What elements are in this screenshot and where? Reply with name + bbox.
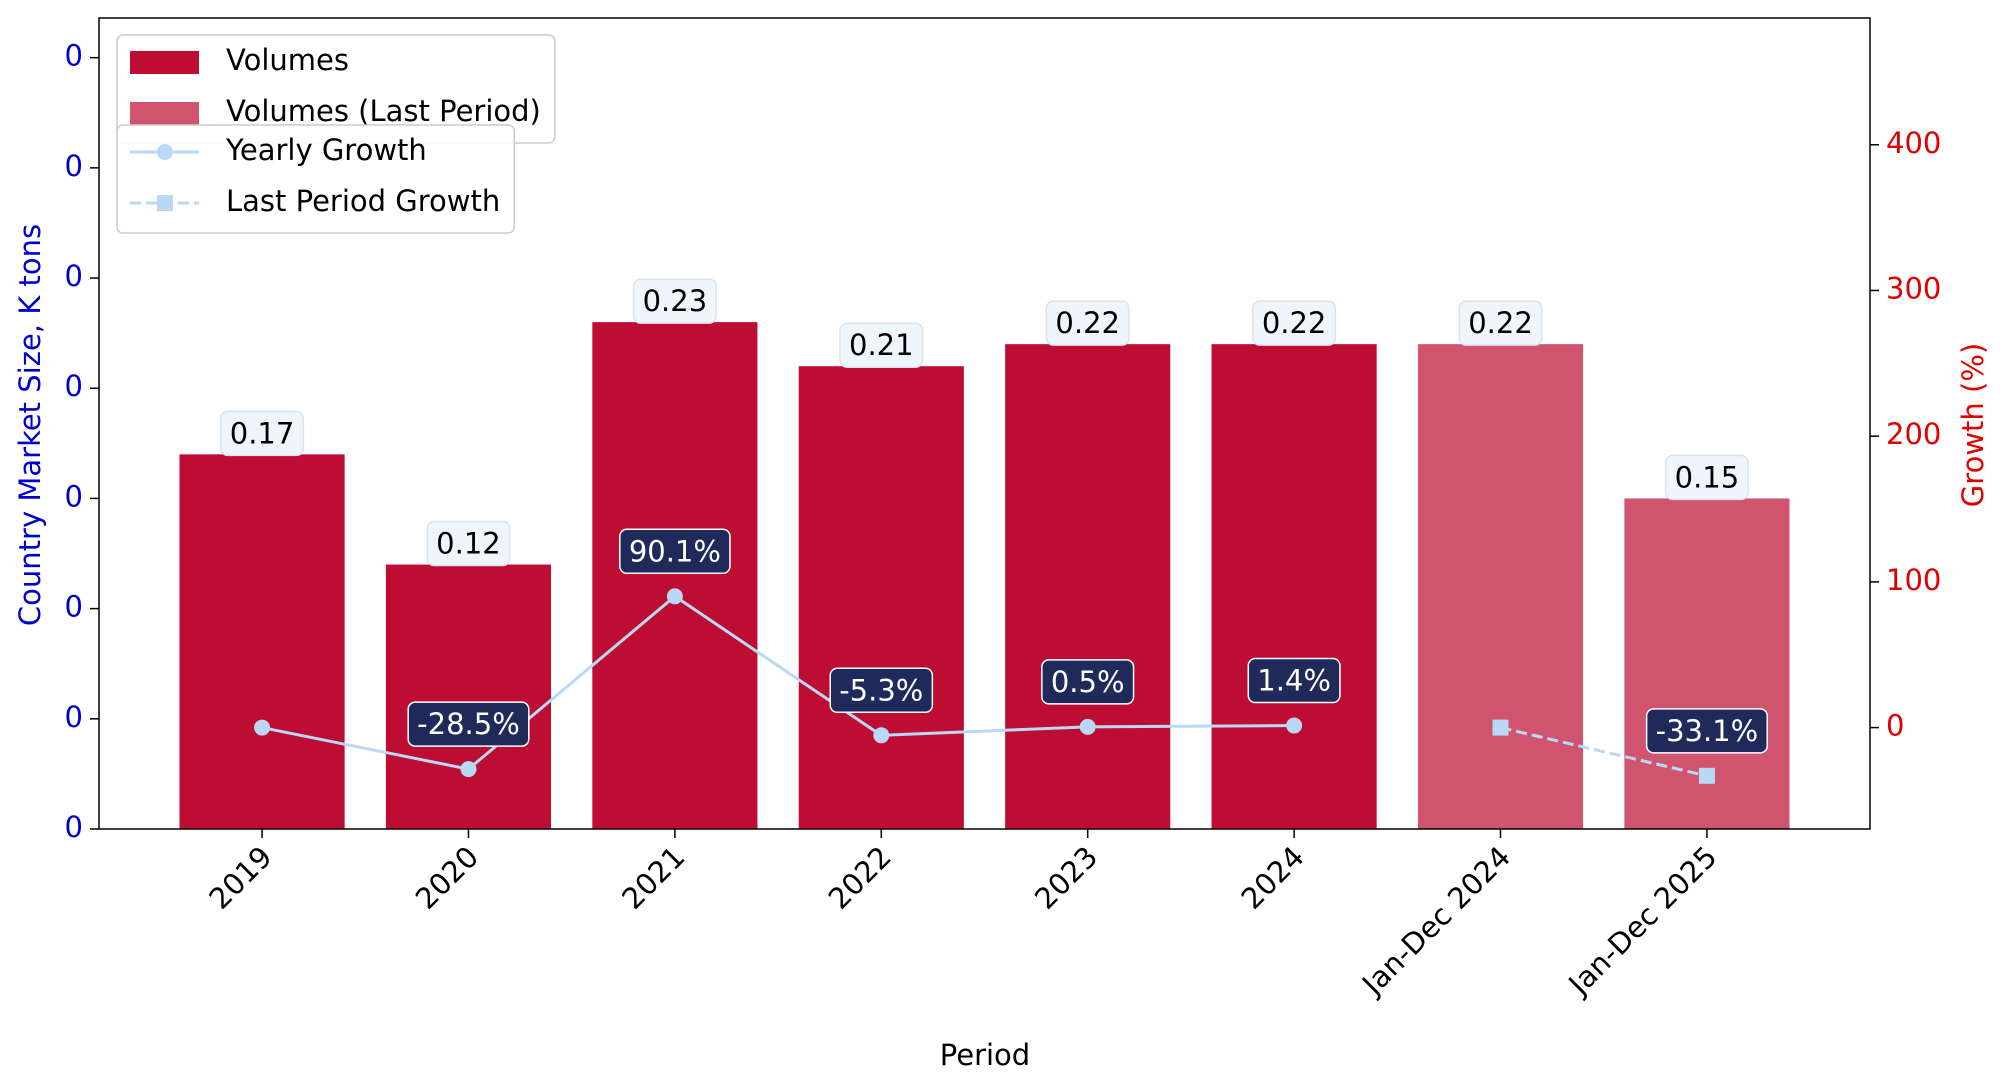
bar xyxy=(179,454,345,829)
marker xyxy=(1698,767,1715,784)
y-tick-label: 0 xyxy=(65,700,83,734)
bar xyxy=(1211,344,1377,829)
legend-label: Last Period Growth xyxy=(226,184,500,218)
data-label: 90.1% xyxy=(629,534,721,568)
data-label-box xyxy=(426,520,511,567)
data-label-box xyxy=(1252,300,1337,346)
bars xyxy=(179,322,1790,829)
data-label: 0.23 xyxy=(643,284,708,318)
data-label-box xyxy=(632,278,717,324)
legend-label: Volumes (Last Period) xyxy=(226,94,541,128)
data-label: 0.15 xyxy=(1675,460,1740,494)
y2-tick-label: 200 xyxy=(1886,417,1941,451)
bar xyxy=(798,366,964,829)
data-label-box xyxy=(220,410,305,457)
y2-tick-label: 400 xyxy=(1886,126,1941,160)
legend-swatch xyxy=(130,102,199,125)
x-tick-label: 2019 xyxy=(202,840,278,916)
y2-tick-label: 100 xyxy=(1886,563,1941,597)
labels: 0.17 0.12 0.23 0.21 0.22 0.22 0.22 0.15 -28.5% 90… xyxy=(220,278,1768,754)
data-label: 0.17 xyxy=(230,416,295,450)
legend-marker xyxy=(157,144,173,160)
data-label-box xyxy=(1458,300,1543,346)
y-tick-label: 0 xyxy=(65,590,83,624)
bar xyxy=(1417,344,1584,829)
data-label-box xyxy=(1041,659,1135,705)
data-label-box xyxy=(619,528,731,575)
x-axis-title: Period xyxy=(940,1038,1030,1072)
data-label: 1.4% xyxy=(1257,664,1331,698)
y2-axis-title: Growth (%) xyxy=(1956,343,1990,507)
plot-frame xyxy=(98,17,1871,830)
legend-label: Yearly Growth xyxy=(225,133,427,167)
data-label-box xyxy=(829,667,934,714)
data-label: -5.3% xyxy=(839,673,923,707)
line xyxy=(261,594,1295,771)
data-label: -28.5% xyxy=(417,707,520,741)
x-tick-label: 2022 xyxy=(822,840,898,916)
y-tick-label: 0 xyxy=(65,39,83,73)
data-label: 0.21 xyxy=(849,328,914,362)
data-label: -33.1% xyxy=(1656,714,1759,748)
data-label: 0.22 xyxy=(1262,306,1327,340)
bar xyxy=(592,322,758,829)
marker xyxy=(1286,717,1303,734)
y2-tick-label: 0 xyxy=(1886,709,1904,743)
x-tick-label: Jan-Dec 2025 xyxy=(1561,840,1724,1003)
data-label-box xyxy=(407,701,530,747)
legend-marker xyxy=(157,195,173,211)
y-axis-title: Country Market Size, K tons xyxy=(13,224,47,626)
y-tick-label: 0 xyxy=(65,259,83,293)
data-label-box xyxy=(839,322,924,368)
y-tick-label: 0 xyxy=(65,810,83,844)
marker xyxy=(1079,718,1096,735)
legend-swatch xyxy=(130,51,199,74)
line xyxy=(1500,726,1708,778)
bar xyxy=(385,564,552,829)
x-tick-label: Jan-Dec 2024 xyxy=(1354,840,1517,1003)
data-label: 0.22 xyxy=(1468,306,1533,340)
x-tick-label: 2023 xyxy=(1028,840,1104,916)
data-label-box xyxy=(1664,454,1749,501)
legend-label: Volumes xyxy=(226,43,349,77)
x-tick-label: 2020 xyxy=(409,840,485,916)
marker xyxy=(666,588,683,605)
data-label-box xyxy=(1247,657,1341,704)
marker xyxy=(873,727,890,744)
data-label: 0.5% xyxy=(1051,665,1125,699)
y2-tick-label: 300 xyxy=(1886,271,1941,305)
marker xyxy=(254,719,271,736)
data-label: 0.12 xyxy=(436,527,501,561)
data-label-box xyxy=(1045,300,1130,346)
bar xyxy=(1005,344,1171,829)
y-tick-label: 0 xyxy=(65,479,83,513)
x-tick-label: 2021 xyxy=(615,840,691,916)
legend-box xyxy=(116,124,515,234)
data-label-box xyxy=(1645,708,1768,754)
x-tick-label: 2024 xyxy=(1234,840,1310,916)
data-label: 0.22 xyxy=(1055,306,1120,340)
marker xyxy=(1492,719,1509,736)
y-tick-label: 0 xyxy=(65,369,83,403)
marker xyxy=(460,761,477,778)
lines xyxy=(254,588,1715,784)
y-tick-label: 0 xyxy=(65,149,83,183)
legend: Yearly Growth Last Period Growth xyxy=(116,124,515,234)
legend: Volumes Volumes (Last Period) xyxy=(116,34,556,144)
